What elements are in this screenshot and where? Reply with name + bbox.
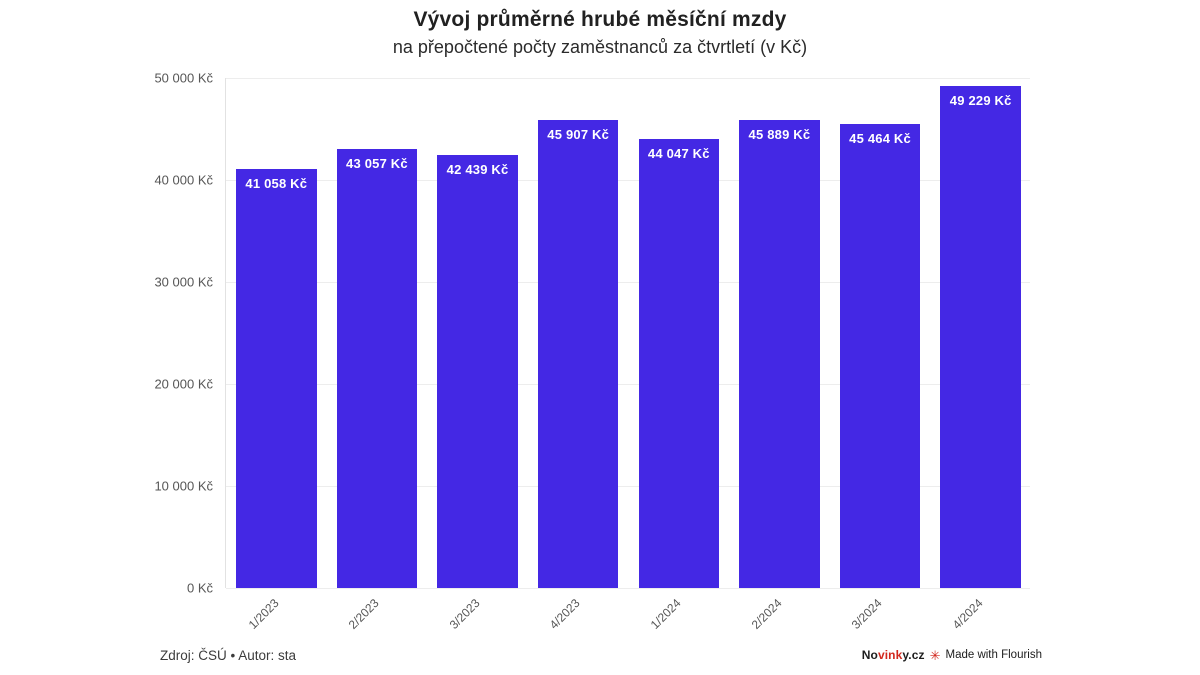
bar-chart-plot-area: 0 Kč 10 000 Kč 20 000 Kč 30 000 Kč 40 000 Kč… (154, 71, 1030, 632)
y-axis-tick-label: 40 000 Kč (154, 172, 213, 188)
chart-title: Vývoj průměrné hrubé měsíční mzdy (413, 8, 787, 31)
bar-value-label: 44 047 Kč (647, 145, 710, 161)
y-gridline (226, 384, 1030, 385)
flourish-flower-icon: ✳ (929, 647, 941, 663)
bar-value-label: 45 889 Kč (748, 126, 811, 142)
bar-value-label: 42 439 Kč (446, 162, 509, 178)
bar-value-label: 49 229 Kč (949, 92, 1012, 108)
bar-value-label: 41 058 Kč (245, 176, 308, 192)
bar-value-label: 45 907 Kč (547, 126, 610, 142)
y-gridline (226, 180, 1030, 181)
x-axis-tick-label: 2/2023 (345, 596, 382, 632)
x-axis-tick-label: 2/2024 (748, 596, 785, 632)
bar-3/2024[interactable]: 45 464 Kč (839, 124, 921, 588)
bar-2/2024[interactable]: 45 889 Kč (739, 119, 820, 588)
chart-subtitle: na přepočtené počty zaměstnanců za čtvrt… (392, 37, 808, 57)
footer-credits: Novinky.cz ✳ Made with Flourish (862, 648, 1042, 662)
bar-4/2023[interactable]: 45 907 Kč (537, 119, 619, 588)
novinky-logo-part1: No (861, 648, 878, 662)
bar-1/2024[interactable]: 44 047 Kč (638, 138, 720, 588)
novinky-logo: Novinky.cz (862, 648, 925, 662)
bar-1/2023[interactable]: 41 058 Kč (236, 169, 317, 588)
y-axis-tick-label: 20 000 Kč (154, 376, 213, 392)
y-gridline (226, 486, 1030, 487)
bar-value-label: 43 057 Kč (346, 155, 408, 171)
y-axis-tick-label: 30 000 Kč (154, 274, 213, 290)
y-gridline (226, 588, 1030, 589)
x-axis-tick-label: 3/2024 (849, 596, 885, 632)
y-gridline (226, 78, 1030, 79)
source-credit: Zdroj: ČSÚ • Autor: sta (160, 648, 297, 663)
y-axis-tick-label: 50 000 Kč (154, 70, 213, 86)
x-axis-tick-label: 1/2024 (647, 596, 684, 632)
bar-3/2023[interactable]: 42 439 Kč (437, 155, 518, 588)
novinky-logo-part2: vink (877, 648, 903, 662)
bar-4/2024[interactable]: 49 229 Kč (940, 85, 1021, 588)
novinky-logo-part3: y.cz (902, 648, 925, 662)
y-gridline (226, 282, 1030, 283)
x-axis-tick-label: 3/2023 (446, 596, 483, 632)
y-axis-tick-label: 0 Kč (186, 580, 213, 596)
bar-value-label: 45 464 Kč (849, 131, 911, 147)
bar-2/2023[interactable]: 43 057 Kč (336, 148, 418, 588)
x-axis-tick-label: 4/2023 (547, 596, 584, 632)
x-axis-tick-label: 1/2023 (245, 596, 282, 632)
flourish-credit-link[interactable]: Made with Flourish (945, 649, 1042, 661)
x-axis-tick-label: 4/2024 (949, 596, 986, 632)
y-axis-tick-label: 10 000 Kč (154, 478, 213, 494)
chart-header: Vývoj průměrné hrubé měsíční mzdy na pře… (0, 7, 1200, 58)
